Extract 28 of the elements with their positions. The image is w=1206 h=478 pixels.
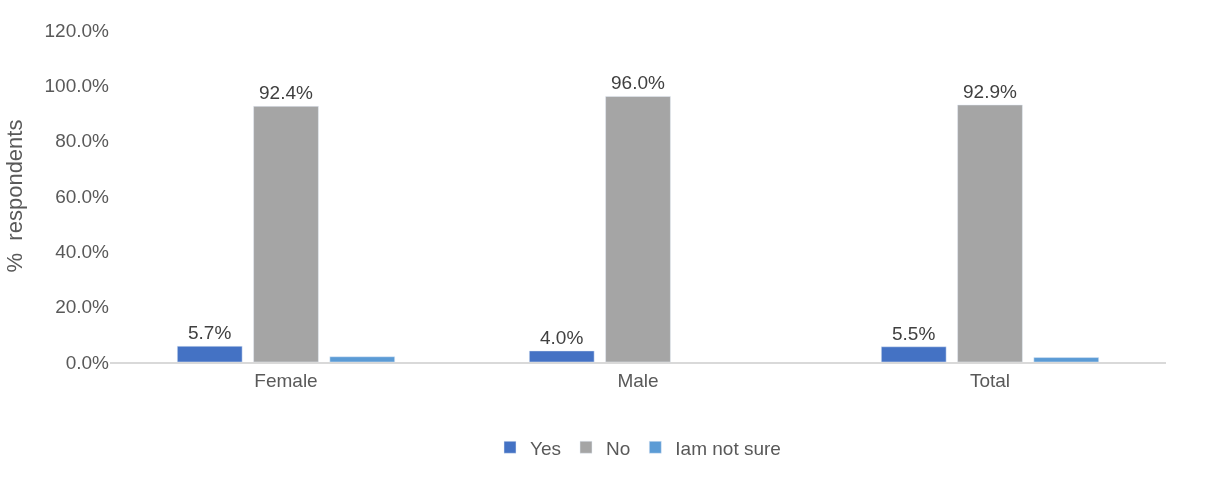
y-tick-label: 100.0% bbox=[44, 74, 110, 96]
legend-label: Iam not sure bbox=[675, 437, 781, 459]
data-label: 96.0% bbox=[611, 72, 665, 94]
y-tick-label: 60.0% bbox=[55, 185, 110, 207]
bar bbox=[529, 350, 595, 362]
y-tick-label: 0.0% bbox=[65, 351, 110, 373]
y-tick-label: 40.0% bbox=[55, 240, 110, 262]
y-tick-label: 120.0% bbox=[44, 19, 110, 41]
y-axis-title: % respondents bbox=[2, 119, 28, 273]
bar bbox=[605, 96, 671, 362]
x-tick-label: Female bbox=[254, 369, 318, 391]
y-tick-label: 20.0% bbox=[55, 296, 110, 318]
bar bbox=[329, 356, 395, 362]
legend-label: Yes bbox=[530, 437, 561, 459]
y-tick-label: 80.0% bbox=[55, 130, 110, 152]
data-label: 92.4% bbox=[259, 82, 313, 104]
bar bbox=[177, 345, 243, 362]
x-tick-label: Total bbox=[969, 369, 1011, 391]
x-tick-label: Male bbox=[617, 369, 659, 391]
data-label: 5.7% bbox=[188, 322, 232, 344]
data-label: 92.9% bbox=[963, 80, 1017, 102]
legend-label: No bbox=[606, 437, 631, 459]
data-label: 5.5% bbox=[892, 322, 936, 344]
bar bbox=[253, 106, 319, 362]
data-label: 4.0% bbox=[540, 326, 584, 348]
bar bbox=[1033, 357, 1099, 362]
bar bbox=[881, 346, 947, 362]
bar bbox=[957, 104, 1023, 362]
